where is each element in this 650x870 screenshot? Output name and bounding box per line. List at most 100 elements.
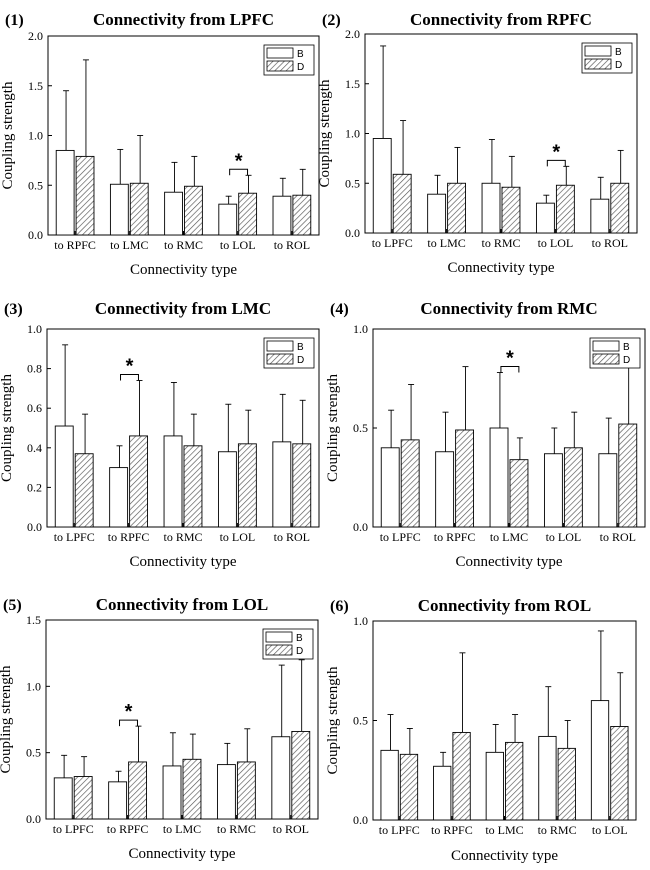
bar-d [610,182,630,234]
bar-b [433,765,452,821]
y-tick-label: 0.6 [27,401,42,415]
bar-d [75,155,95,236]
y-tick-label: 1.0 [353,614,368,628]
bar-d [238,192,258,236]
y-axis-label: Coupling strength [325,374,341,482]
x-axis-label: Connectivity type [455,554,562,570]
bar-b [217,451,237,528]
x-tick-label: to LPFC [54,530,95,544]
y-axis-label: Coupling strength [0,665,14,773]
chart-title: Connectivity from LMC [95,299,271,318]
panel-label: (2) [322,12,341,29]
significance-star: * [552,141,560,163]
y-tick-label: 0.0 [353,520,368,534]
x-tick-label: to ROL [600,530,636,544]
legend-label: D [615,60,622,71]
bar-b [489,427,509,528]
significance-star: * [126,355,134,377]
x-tick-label: to LPFC [372,236,413,250]
bar-d [557,747,576,821]
chart-panel-1: (1) Connectivity from LPFC 0.0 0.5 1.0 1.5 2.0… [0,10,320,278]
chart-title: Connectivity from ROL [418,596,591,615]
bar-b [108,781,128,820]
x-tick-label: to RMC [163,530,202,544]
legend-swatch-b [266,340,294,352]
x-axis-label: Connectivity type [128,846,235,862]
legend-label: B [623,342,630,353]
bar-d [509,459,529,528]
bar-d [505,741,524,821]
x-tick-label: to LOL [592,823,628,837]
chart-title: Connectivity from RPFC [410,10,592,29]
bar-b [162,765,182,820]
y-axis-label: Coupling strength [325,666,341,774]
bar-b [271,736,291,820]
legend-label: B [297,342,304,353]
x-tick-label: to RMC [481,236,520,250]
bar-b [481,182,501,234]
bar-b [435,451,455,528]
significance-star: * [506,348,514,370]
legend-swatch-b [266,47,294,59]
chart-title: Connectivity from LPFC [93,10,274,29]
y-tick-label: 0.0 [28,228,43,242]
panel-label: (1) [5,12,24,29]
x-tick-label: to LPFC [53,822,94,836]
legend-swatch-b [592,340,620,352]
significance-bracket [120,373,139,381]
y-tick-label: 0.8 [27,362,42,376]
bar-d [501,186,521,234]
y-tick-label: 1.5 [28,79,43,93]
x-axis-label: Connectivity type [129,554,236,570]
y-axis-label: Coupling strength [0,374,15,482]
bar-b [54,425,74,528]
legend-swatch-d [266,353,294,365]
bar-d [292,194,312,236]
bar-b [109,183,129,236]
significance-bracket [119,719,138,727]
y-tick-label: 0.5 [353,714,368,728]
bar-d [236,761,256,820]
legend-label: D [623,355,630,366]
x-axis-label: Connectivity type [447,260,554,276]
x-tick-label: to LMC [485,823,523,837]
x-tick-label: to ROL [274,238,310,252]
x-tick-label: to LMC [110,238,148,252]
bar-d [129,435,149,528]
y-tick-label: 2.0 [345,27,360,41]
bar-b [538,735,557,821]
chart-title: Connectivity from RMC [420,299,597,318]
y-tick-label: 0.5 [28,178,43,192]
y-tick-label: 0.0 [26,812,41,826]
significance-bracket [546,159,566,167]
x-tick-label: to RPFC [434,530,476,544]
chart-title: Connectivity from LOL [96,595,269,614]
legend: BD [581,42,633,74]
panel-label: (4) [330,301,349,318]
y-tick-label: 1.0 [345,127,360,141]
bar-d [292,443,312,528]
bar-b [372,138,392,234]
bar-d [392,173,412,234]
x-tick-label: to RPFC [107,822,149,836]
bar-b [380,447,400,528]
legend-label: D [296,646,303,657]
y-tick-label: 2.0 [28,29,43,43]
x-tick-label: to RMC [164,238,203,252]
x-tick-label: to LPFC [379,823,420,837]
bar-b [216,764,236,820]
y-tick-label: 1.0 [26,679,41,693]
y-tick-label: 0.5 [26,746,41,760]
y-tick-label: 0.5 [345,176,360,190]
legend: BD [263,44,315,76]
bar-d [452,731,471,821]
bar-b [218,203,238,236]
x-axis-label: Connectivity type [130,262,237,278]
bar-b [109,467,129,528]
panel-label: (3) [4,301,23,318]
y-axis-label: Coupling strength [317,79,333,187]
y-tick-label: 0.2 [27,480,42,494]
x-tick-label: to LOL [546,530,582,544]
panel-label: (6) [330,598,349,615]
